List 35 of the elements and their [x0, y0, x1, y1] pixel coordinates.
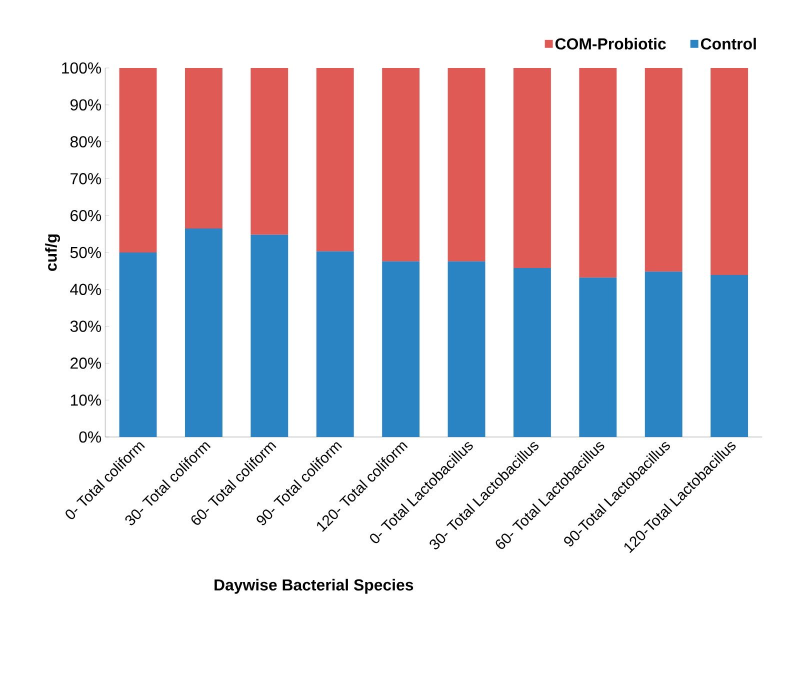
bar: [119, 68, 157, 252]
bar: [579, 278, 617, 437]
bar: [513, 268, 551, 437]
bar: [382, 261, 420, 437]
y-tick-label: 60%: [70, 210, 102, 222]
bar: [710, 274, 748, 437]
bar: [316, 68, 354, 252]
y-tick-label: 0%: [79, 431, 102, 443]
bar: [184, 228, 222, 437]
x-axis-title: Daywise Bacterial Species: [214, 578, 414, 594]
bar: [644, 272, 682, 437]
y-axis-title: cuf/g: [45, 234, 60, 271]
bar: [119, 252, 157, 437]
bar: [184, 68, 222, 228]
bar: [710, 68, 748, 275]
y-tick-label: 40%: [70, 284, 102, 296]
y-tick-label: 90%: [70, 99, 102, 111]
legend-label: Control: [700, 38, 756, 50]
bar: [448, 68, 486, 262]
bar: [644, 68, 682, 272]
bar: [513, 68, 551, 268]
y-tick-label: 10%: [70, 394, 102, 406]
y-tick-label: 100%: [62, 62, 102, 74]
bar: [382, 68, 420, 262]
bar: [316, 251, 354, 437]
bar: [448, 261, 486, 437]
y-tick-label: 80%: [70, 136, 102, 148]
bar: [250, 234, 288, 437]
bar: [250, 68, 288, 235]
legend-label: COM-Probiotic: [555, 38, 666, 50]
bar: [579, 68, 617, 278]
y-tick-label: 30%: [70, 320, 102, 332]
y-tick-label: 20%: [70, 358, 102, 369]
y-tick-label: 50%: [70, 246, 102, 258]
y-tick-label: 70%: [70, 173, 102, 184]
